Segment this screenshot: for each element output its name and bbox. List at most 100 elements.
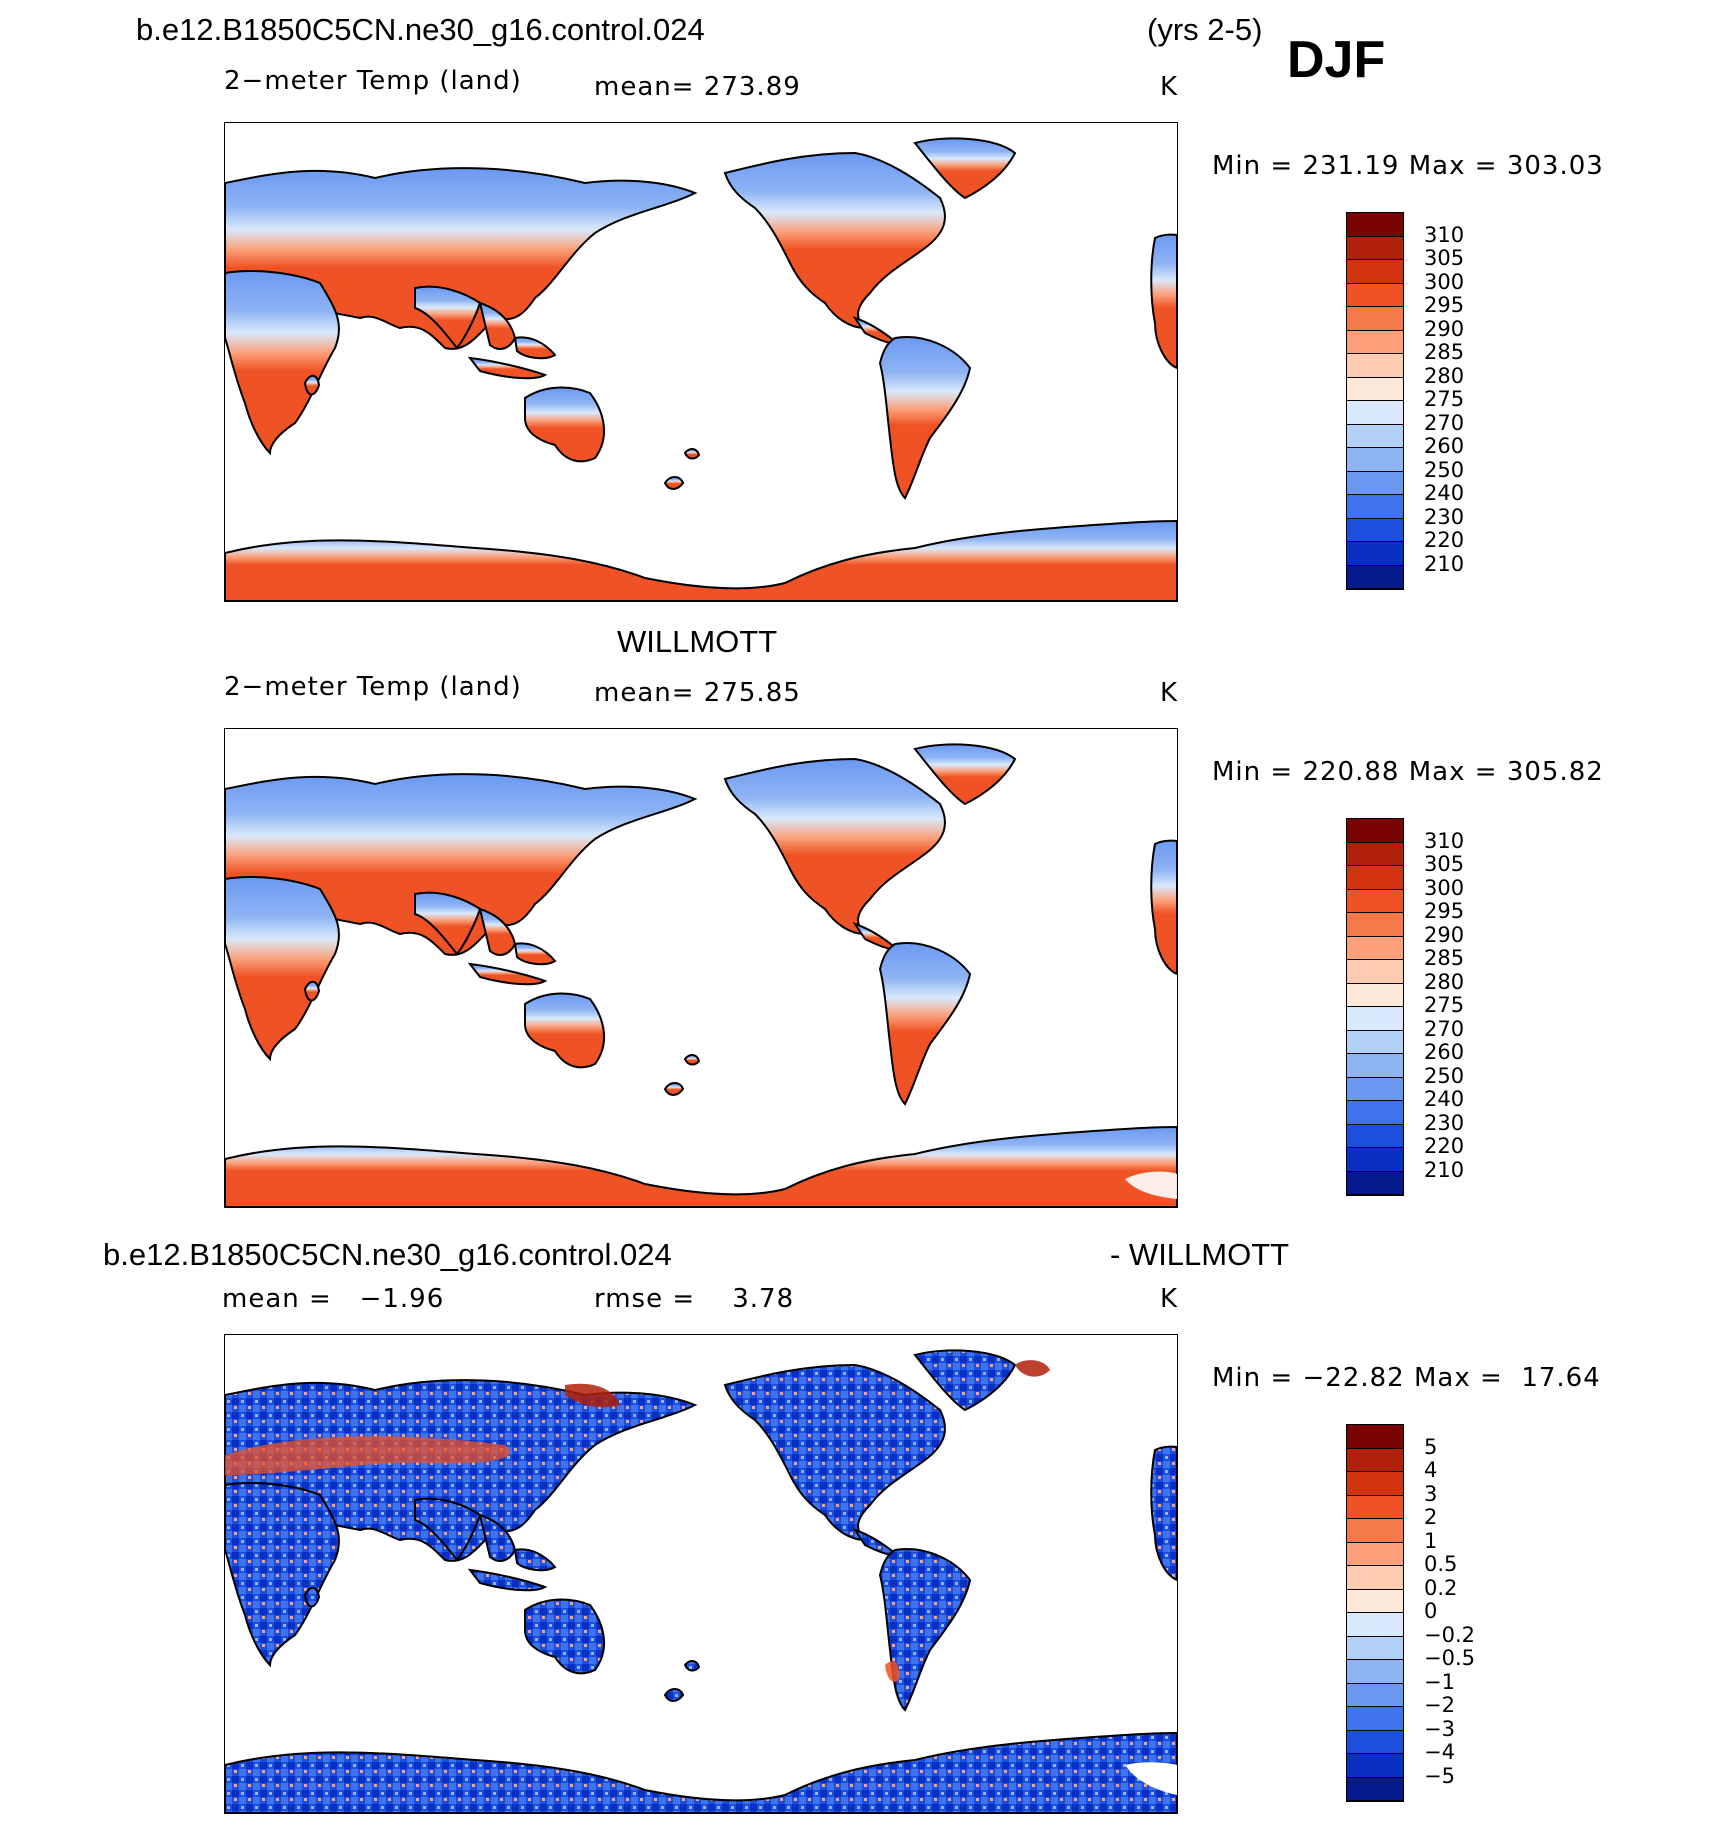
colorbar-tick-label: 280	[1424, 969, 1465, 994]
years-label: (yrs 2-5)	[1147, 12, 1263, 47]
colorbar-box	[1347, 1519, 1403, 1543]
colorbar-tick-label: 210	[1424, 551, 1465, 576]
colorbar-tick-label: 220	[1424, 1134, 1465, 1158]
colorbar-tick-label: −0.2	[1424, 1622, 1475, 1647]
panel1-minmax: Min = 231.19 Max = 303.03	[1212, 151, 1604, 181]
colorbar-tick-label: 300	[1424, 875, 1465, 900]
panel3-minmax: Min = −22.82 Max = 17.64	[1212, 1363, 1601, 1393]
colorbar-tick-label: 270	[1424, 410, 1465, 435]
colorbar-box	[1347, 1589, 1403, 1613]
panel2-map	[224, 728, 1178, 1208]
colorbar-box	[1347, 960, 1403, 984]
panel1-colorbar	[1346, 212, 1404, 590]
colorbar-box	[1347, 1007, 1403, 1031]
colorbar-box	[1347, 1636, 1403, 1660]
panel2-units: K	[1160, 678, 1179, 708]
colorbar-tick-label: 2	[1424, 1505, 1438, 1529]
colorbar-box	[1347, 354, 1403, 378]
colorbar-tick-label: 295	[1424, 293, 1465, 317]
colorbar-tick-label: 0.2	[1424, 1575, 1458, 1600]
colorbar-box	[1347, 1683, 1403, 1707]
colorbar-box	[1347, 495, 1403, 519]
colorbar-box	[1347, 1425, 1403, 1449]
panel1-mean: mean= 273.89	[594, 72, 801, 102]
panel3-units: K	[1160, 1284, 1179, 1314]
colorbar-box	[1347, 283, 1403, 307]
colorbar-tick-label: 5	[1424, 1434, 1438, 1459]
panel3-diff-title: - WILLMOTT	[1110, 1237, 1290, 1272]
colorbar-box	[1347, 401, 1403, 425]
colorbar-tick-label: 300	[1424, 269, 1465, 294]
colorbar-box	[1347, 819, 1403, 843]
colorbar-box	[1347, 1754, 1403, 1778]
colorbar-box	[1347, 1542, 1403, 1566]
colorbar-tick-label: 310	[1424, 222, 1465, 247]
colorbar-tick-label: 260	[1424, 434, 1465, 458]
case-title: b.e12.B1850C5CN.ne30_g16.control.024	[136, 12, 705, 47]
colorbar-tick-label: 285	[1424, 340, 1465, 364]
colorbar-box	[1347, 260, 1403, 284]
panel2-source-title: WILLMOTT	[617, 624, 778, 659]
colorbar-tick-label: 250	[1424, 457, 1465, 482]
colorbar-box	[1347, 377, 1403, 401]
colorbar-box	[1347, 565, 1403, 589]
colorbar-box	[1347, 842, 1403, 866]
colorbar-tick-label: 295	[1424, 899, 1465, 923]
colorbar-box	[1347, 1472, 1403, 1496]
colorbar-box	[1347, 1124, 1403, 1148]
colorbar-box	[1347, 1077, 1403, 1101]
panel3-map	[224, 1334, 1178, 1814]
colorbar-box	[1347, 1101, 1403, 1125]
panel3-colorbar	[1346, 1424, 1404, 1802]
panel2-mean: mean= 275.85	[594, 678, 801, 708]
colorbar-tick-label: 290	[1424, 316, 1465, 341]
colorbar-tick-label: 260	[1424, 1040, 1465, 1064]
colorbar-tick-label: −4	[1424, 1740, 1455, 1764]
colorbar-box	[1347, 330, 1403, 354]
colorbar-tick-label: 250	[1424, 1063, 1465, 1088]
colorbar-tick-label: 230	[1424, 504, 1465, 529]
colorbar-tick-label: 290	[1424, 922, 1465, 947]
colorbar-box	[1347, 236, 1403, 260]
colorbar-box	[1347, 1495, 1403, 1519]
colorbar-tick-label: −1	[1424, 1669, 1455, 1694]
colorbar-tick-label: 4	[1424, 1458, 1438, 1482]
panel3-rmse: rmse = 3.78	[594, 1284, 795, 1314]
colorbar-box	[1347, 1613, 1403, 1637]
colorbar-tick-label: 240	[1424, 481, 1465, 505]
colorbar-box	[1347, 1148, 1403, 1172]
colorbar-tick-label: 270	[1424, 1016, 1465, 1041]
colorbar-box	[1347, 307, 1403, 331]
colorbar-box	[1347, 1448, 1403, 1472]
panel2-variable: 2−meter Temp (land)	[224, 672, 522, 702]
colorbar-tick-label: 1	[1424, 1528, 1438, 1553]
colorbar-tick-label: 305	[1424, 852, 1465, 876]
colorbar-tick-label: 280	[1424, 363, 1465, 388]
colorbar-box	[1347, 542, 1403, 566]
colorbar-box	[1347, 1707, 1403, 1731]
colorbar-tick-label: 240	[1424, 1087, 1465, 1111]
colorbar-tick-label: 230	[1424, 1110, 1465, 1135]
colorbar-tick-label: 275	[1424, 387, 1465, 411]
colorbar-tick-label: −2	[1424, 1693, 1455, 1717]
colorbar-box	[1347, 424, 1403, 448]
colorbar-tick-label: 210	[1424, 1157, 1465, 1182]
colorbar-tick-label: 3	[1424, 1481, 1438, 1506]
panel1-map	[224, 122, 1178, 602]
panel2-minmax: Min = 220.88 Max = 305.82	[1212, 757, 1604, 787]
colorbar-tick-label: 310	[1424, 828, 1465, 853]
colorbar-tick-label: 275	[1424, 993, 1465, 1017]
colorbar-box	[1347, 448, 1403, 472]
colorbar-box	[1347, 518, 1403, 542]
colorbar-box	[1347, 1171, 1403, 1195]
colorbar-box	[1347, 983, 1403, 1007]
panel1-units: K	[1160, 72, 1179, 102]
colorbar-box	[1347, 1054, 1403, 1078]
panel2-colorbar	[1346, 818, 1404, 1196]
colorbar-tick-label: −0.5	[1424, 1646, 1475, 1670]
colorbar-tick-label: −3	[1424, 1716, 1455, 1741]
colorbar-box	[1347, 1777, 1403, 1801]
season-label: DJF	[1287, 31, 1386, 89]
colorbar-box	[1347, 1566, 1403, 1590]
colorbar-box	[1347, 471, 1403, 495]
